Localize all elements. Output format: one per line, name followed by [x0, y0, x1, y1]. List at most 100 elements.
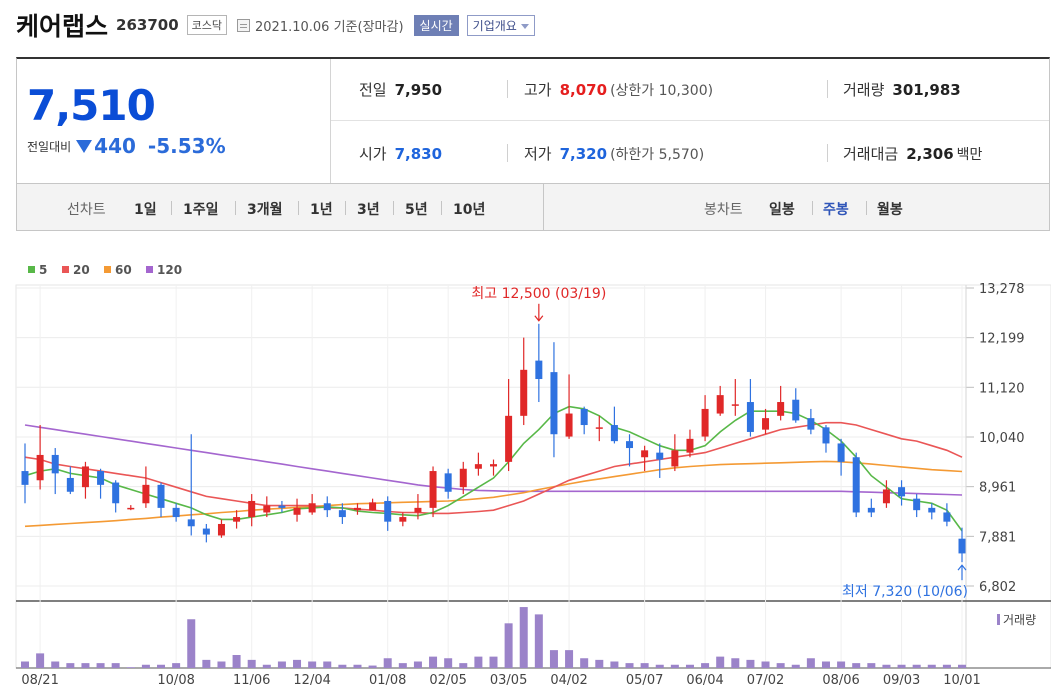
- x-tick-label: 03/05: [490, 673, 527, 688]
- divider: [812, 201, 813, 215]
- change-percent: -5.53%: [147, 134, 226, 158]
- x-tick-label: 01/08: [369, 673, 406, 688]
- volume-bar: [141, 664, 150, 668]
- volume-bar: [761, 661, 770, 668]
- company-overview-label: 기업개요: [472, 18, 517, 33]
- candle-body: [882, 489, 890, 504]
- volume-bar: [444, 658, 453, 668]
- volume-bar: [504, 623, 513, 668]
- stock-header: 케어랩스 263700 코스닥 2021.10.06 기준(장마감) 실시간 기…: [16, 8, 535, 42]
- candle-body: [51, 454, 59, 474]
- candle-daily[interactable]: 일봉: [769, 202, 795, 218]
- candle-body: [384, 500, 392, 522]
- company-overview-dropdown[interactable]: 기업개요: [466, 14, 535, 36]
- period-3m[interactable]: 3개월: [247, 202, 283, 218]
- candle-body: [898, 487, 906, 497]
- candle-body: [550, 372, 558, 435]
- current-price-box: 7,510 전일대비 440 -5.53%: [17, 59, 331, 184]
- candle-body: [610, 425, 618, 442]
- prev-value: 7,950: [394, 80, 443, 99]
- period-10y[interactable]: 10년: [453, 202, 486, 218]
- ma-legend: 5 20 60 120: [28, 263, 182, 277]
- volume-bar: [580, 658, 589, 668]
- x-axis-labels: 08/21 10/08 11/06 12/04 01/08 02/05 03/05 04/02…: [21, 673, 980, 688]
- candle-body: [263, 505, 271, 513]
- amount-label: 거래대금: [843, 145, 899, 163]
- volume-bar: [746, 659, 755, 668]
- volume-bar: [459, 663, 468, 668]
- low-value: 7,320: [559, 144, 608, 163]
- candle-body: [142, 484, 150, 504]
- candle-body: [248, 500, 256, 518]
- current-price: 7,510: [27, 81, 156, 130]
- line-ma60: [24, 460, 963, 528]
- volume-bar: [383, 658, 392, 668]
- y-tick-label: 11,120: [979, 381, 1025, 396]
- volume-bar: [837, 661, 846, 668]
- volume-bar: [489, 656, 498, 668]
- open-value: 7,830: [394, 144, 443, 163]
- volume-bar: [958, 664, 966, 668]
- divider: [171, 201, 172, 215]
- period-1y[interactable]: 1년: [310, 202, 333, 218]
- line-chart-title: 선차트: [67, 202, 106, 218]
- candle-body: [792, 399, 800, 421]
- candle-weekly[interactable]: 주봉: [823, 202, 849, 218]
- low-label: 저가: [524, 145, 552, 163]
- volume-bar: [897, 664, 906, 668]
- realtime-button[interactable]: 실시간: [413, 14, 459, 36]
- quote-panel: 7,510 전일대비 440 -5.53% 전일 7,950 고가 8,070 …: [16, 57, 1050, 184]
- amount-value: 2,306: [906, 144, 954, 163]
- stock-chart[interactable]: 5 20 60 120 13,278 12,199 11,120 10,040 8,961 7,…: [0, 231, 1051, 697]
- toolbar-divider: [543, 184, 544, 230]
- x-tick-label: 06/04: [686, 673, 723, 688]
- candlesticks: [21, 323, 966, 563]
- x-tick-label: 07/02: [747, 673, 784, 688]
- candle-body: [459, 468, 467, 488]
- upper-limit: (상한가 10,300): [610, 82, 714, 99]
- candle-body: [943, 512, 951, 522]
- divider: [866, 201, 867, 215]
- candle-body: [353, 507, 361, 511]
- volume-bar: [942, 664, 951, 668]
- company-name: 케어랩스: [16, 12, 109, 41]
- volume-bar: [232, 655, 241, 668]
- period-1d[interactable]: 1일: [134, 202, 157, 218]
- volume-bar: [293, 659, 302, 668]
- period-1w[interactable]: 1주일: [183, 202, 219, 218]
- x-tick-label: 08/06: [822, 673, 859, 688]
- y-tick-label: 8,961: [979, 481, 1016, 496]
- change-label: 전일대비: [27, 139, 72, 154]
- candle-body: [474, 464, 482, 469]
- divider: [235, 201, 236, 215]
- candle-body: [308, 503, 316, 513]
- period-3y[interactable]: 3년: [357, 202, 380, 218]
- volume-bar: [806, 658, 815, 668]
- candle-body: [641, 450, 649, 458]
- volume-bar: [610, 661, 619, 668]
- open-label: 시가: [359, 145, 387, 163]
- volume-bar: [670, 664, 679, 668]
- candle-body: [656, 452, 664, 460]
- market-badge: 코스닥: [186, 15, 228, 35]
- candle-body: [746, 402, 754, 432]
- candle-body: [233, 517, 241, 522]
- stock-code: 263700: [116, 16, 179, 34]
- candle-body: [399, 517, 407, 522]
- volume-bar: [716, 656, 725, 668]
- candle-body: [807, 418, 815, 430]
- candle-body: [852, 457, 860, 513]
- volume-bar: [549, 650, 558, 668]
- candle-body: [701, 408, 709, 437]
- line-ma20: [24, 421, 963, 515]
- low-annotation: 최저 7,320 (10/06): [842, 584, 968, 600]
- down-triangle-icon: [76, 139, 93, 153]
- candle-monthly[interactable]: 월봉: [877, 202, 903, 218]
- volume-bar: [96, 663, 105, 668]
- candle-body: [81, 466, 89, 488]
- period-5y[interactable]: 5년: [405, 202, 428, 218]
- candle-body: [157, 484, 165, 508]
- line-ma120: [24, 424, 963, 496]
- volume-bar: [852, 663, 861, 668]
- high-annotation: 최고 12,500 (03/19): [471, 286, 606, 302]
